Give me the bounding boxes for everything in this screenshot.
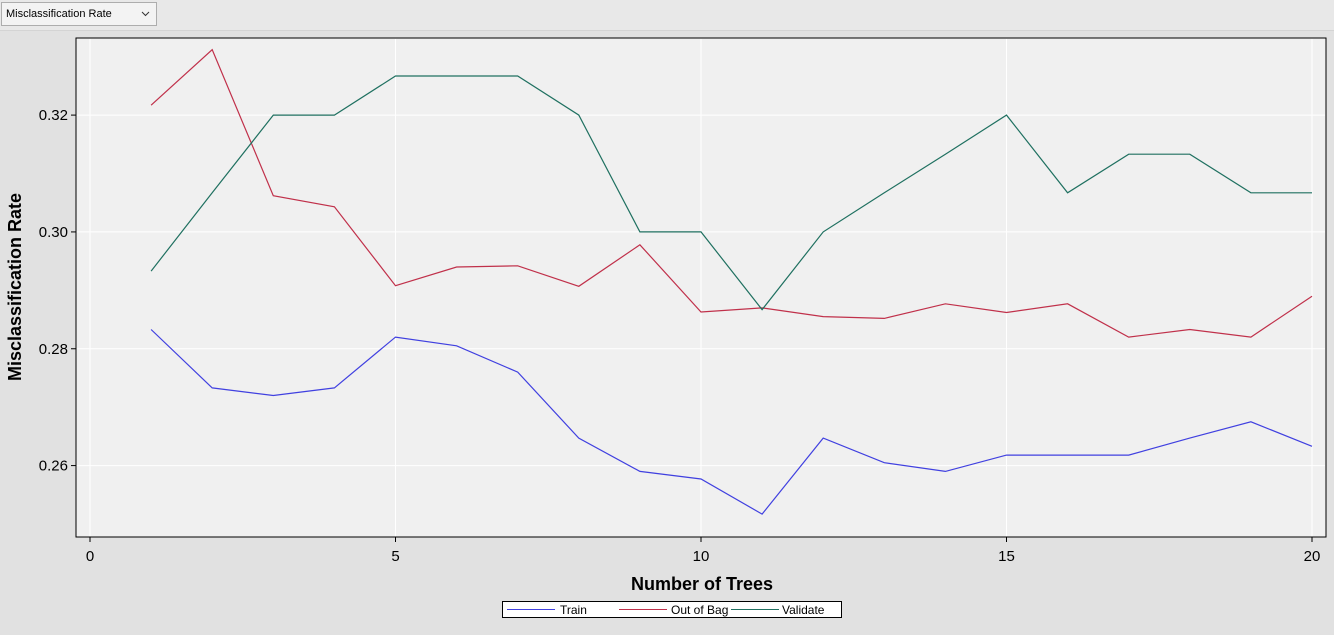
x-axis-label: Number of Trees [631,574,773,594]
series-line-train [150,329,1313,515]
legend-swatch-validate [731,609,779,610]
legend-item-validate: Validate [731,602,841,617]
legend-item-out-of-bag: Out of Bag [619,602,739,617]
chevron-down-icon [141,11,150,17]
y-tick-label: 0.32 [39,107,68,124]
x-tick-label: 10 [693,548,710,565]
y-tick-label: 0.30 [39,224,68,241]
y-tick-label: 0.28 [39,341,68,358]
x-tick-label: 5 [391,548,399,565]
statistic-selector-value: Misclassification Rate [6,8,112,20]
legend-item-train: Train [507,602,617,617]
x-tick-label: 0 [86,548,94,565]
legend-label-train: Train [560,603,587,617]
x-tick-label: 15 [998,548,1015,565]
statistic-selector-dropdown[interactable]: Misclassification Rate [1,2,157,26]
series-line-out-of-bag [150,48,1313,338]
toolbar: Misclassification Rate [0,0,1334,31]
x-tick-label: 20 [1304,548,1321,565]
legend-label-out-of-bag: Out of Bag [671,603,729,617]
y-tick-label: 0.26 [39,458,68,475]
chart-legend: Train Out of Bag Validate [502,601,842,618]
legend-label-validate: Validate [782,603,825,617]
legend-swatch-train [507,609,555,610]
axes: 0 5 10 15 20 0.26 0.28 0.30 0.32 [39,107,1321,565]
series-lines [150,48,1313,515]
y-axis-label: Misclassification Rate [5,193,25,381]
legend-swatch-out-of-bag [619,609,667,610]
series-line-validate [150,75,1312,311]
